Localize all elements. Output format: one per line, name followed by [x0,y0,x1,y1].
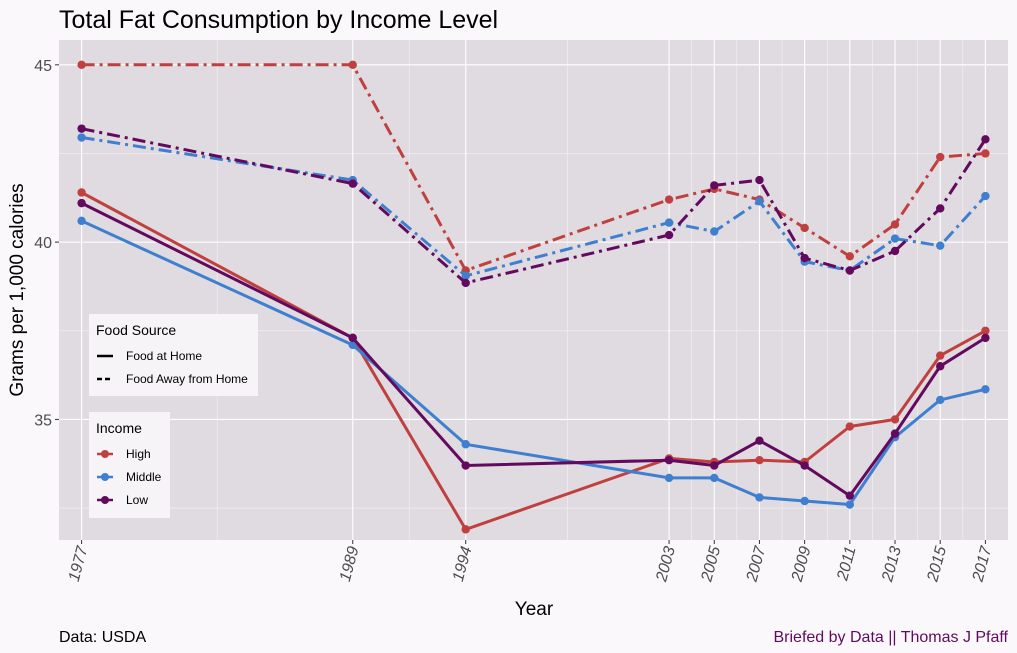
data-point-middle-food-at-home [461,440,470,449]
data-point-low-food-away-from-home [981,135,990,144]
data-point-middle-food-away-from-home [981,191,990,201]
data-point-high-food-away-from-home [981,149,990,158]
data-point-low-food-at-home [936,362,945,371]
data-point-high-food-at-home [981,326,990,335]
data-point-low-food-at-home [710,461,719,470]
data-point-low-food-away-from-home [800,253,809,263]
legend-label: High [126,447,151,461]
minor-gridlines [59,40,1008,540]
data-point-low-food-away-from-home [936,204,945,213]
data-point-low-food-at-home [890,429,900,438]
y-tick-label: 40 [34,235,52,252]
data-point-high-food-at-home [936,351,945,360]
data-point-low-food-away-from-home [348,179,357,188]
data-point-low-food-away-from-home [755,175,764,185]
y-axis: 35 40 45 [34,58,59,429]
legend-label: Middle [126,470,162,484]
data-point-low-food-at-home [845,491,855,500]
data-point-middle-food-at-home [77,216,86,226]
legend-food-source-box [89,314,258,396]
legend-key-point [101,450,109,458]
data-point-high-food-away-from-home [890,220,900,229]
data-point-middle-food-away-from-home [755,197,764,206]
data-point-low-food-at-home [348,333,357,343]
legend-label: Food at Home [126,349,202,363]
data-point-low-food-at-home [664,456,674,465]
legend-label: Low [126,493,148,507]
data-point-high-food-at-home [755,456,764,465]
y-tick-label: 35 [34,412,52,429]
y-axis-title: Grams per 1,000 calories [7,183,28,396]
data-point-low-food-at-home [461,461,470,470]
data-point-low-food-away-from-home [664,230,674,240]
caption-data-source: Data: USDA [59,629,146,646]
caption-credit: Briefed by Data || Thomas J Pfaff [774,629,1009,646]
data-point-high-food-away-from-home [77,60,86,70]
data-point-low-food-away-from-home [890,246,900,256]
plot-panel [59,40,1008,540]
data-point-high-food-at-home [890,415,900,424]
data-point-high-food-away-from-home [348,60,357,70]
x-axis-title: Year [515,599,554,620]
data-point-high-food-away-from-home [800,223,809,233]
data-point-middle-food-away-from-home [710,227,719,236]
data-point-low-food-at-home [77,198,86,208]
chart-title: Total Fat Consumption by Income Level [59,6,498,34]
data-point-middle-food-away-from-home [664,218,674,227]
data-point-middle-food-at-home [710,473,719,483]
data-point-middle-food-at-home [981,385,990,394]
data-point-middle-food-at-home [845,500,855,509]
data-point-middle-food-away-from-home [461,271,470,281]
data-point-high-food-at-home [77,188,86,197]
legend-food-source: Food Source Food at Home Food Away from Ho… [89,314,258,396]
data-point-low-food-at-home [800,461,809,470]
data-point-middle-food-away-from-home [77,133,86,142]
legend-income: Income High Middle Low [89,412,170,518]
legend-key-point [101,496,109,504]
legend-food-source-title: Food Source [96,322,176,338]
y-tick-label: 45 [34,58,52,75]
data-point-low-food-away-from-home [710,181,719,190]
data-point-middle-food-at-home [664,473,674,483]
data-point-high-food-away-from-home [936,152,945,162]
data-point-high-food-at-home [461,525,470,534]
series-layer [77,60,990,534]
data-point-middle-food-away-from-home [936,241,945,250]
data-point-low-food-at-home [981,333,990,343]
legend-income-title: Income [96,420,142,436]
legend-label: Food Away from Home [126,372,248,386]
data-point-middle-food-at-home [348,340,357,350]
data-point-high-food-away-from-home [664,195,674,204]
data-point-middle-food-at-home [936,395,945,405]
major-gridlines [59,40,1008,540]
data-point-low-food-at-home [755,436,764,445]
legend-key-point [101,473,109,481]
data-point-high-food-at-home [845,422,855,431]
data-point-middle-food-at-home [800,496,809,506]
data-point-low-food-away-from-home [461,278,470,288]
data-point-low-food-away-from-home [77,124,86,133]
data-point-low-food-away-from-home [845,266,855,275]
data-point-middle-food-at-home [755,493,764,502]
data-point-high-food-away-from-home [845,252,855,261]
data-point-middle-food-away-from-home [890,234,900,243]
